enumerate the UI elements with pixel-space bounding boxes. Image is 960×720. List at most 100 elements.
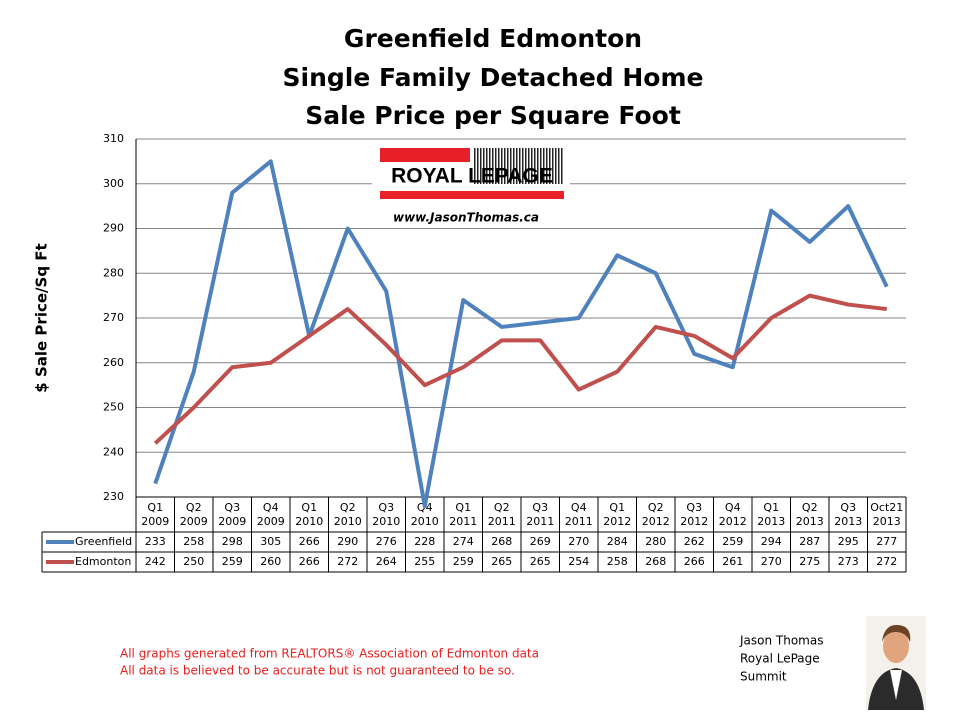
author-photo <box>866 616 926 710</box>
table-value: 262 <box>684 535 705 548</box>
table-value: 295 <box>838 535 859 548</box>
x-tick-label: Q3 <box>840 501 856 514</box>
table-value: 294 <box>761 535 782 548</box>
series-line <box>153 159 889 508</box>
barcode-stripe <box>549 148 551 184</box>
x-tick-label: Q1 <box>301 501 317 514</box>
barcode-stripe <box>480 148 482 184</box>
barcode-stripe <box>534 148 536 184</box>
barcode-stripe <box>558 148 560 184</box>
photo-shirt <box>890 670 902 700</box>
table-value: 258 <box>183 535 204 548</box>
y-tick-label: 250 <box>103 401 124 414</box>
x-tick-label: 2012 <box>642 515 670 528</box>
table-value: 228 <box>414 535 435 548</box>
x-tick-label: Oct21 <box>870 501 903 514</box>
barcode-stripe <box>513 148 515 184</box>
x-tick-label: Q1 <box>609 501 625 514</box>
logo-barcode <box>474 148 563 184</box>
table-value: 259 <box>453 555 474 568</box>
barcode-stripe <box>519 148 521 184</box>
y-tick-label: 240 <box>103 445 124 458</box>
plot-area: 230240250260270280290300310Q12009Q22009Q… <box>41 132 907 573</box>
barcode-stripe <box>516 148 518 184</box>
x-tick-label: 2011 <box>526 515 554 528</box>
barcode-stripe <box>474 148 476 184</box>
barcode-stripe <box>525 148 527 184</box>
x-tick-label: Q3 <box>532 501 548 514</box>
table-value: 269 <box>530 535 551 548</box>
author: Summit <box>740 670 787 684</box>
x-tick-label: 2010 <box>295 515 323 528</box>
author: Jason Thomas <box>739 634 823 648</box>
y-tick-label: 300 <box>103 177 124 190</box>
table-value: 265 <box>491 555 512 568</box>
x-tick-label: Q4 <box>263 501 279 514</box>
y-tick-label: 280 <box>103 266 124 279</box>
y-tick-label: 230 <box>103 490 124 503</box>
table-value: 258 <box>607 555 628 568</box>
barcode-stripe <box>540 148 542 184</box>
x-tick-label: Q3 <box>686 501 702 514</box>
x-tick-label: 2009 <box>218 515 246 528</box>
table-value: 255 <box>414 555 435 568</box>
x-tick-label: 2012 <box>680 515 708 528</box>
table-value: 273 <box>838 555 859 568</box>
author: Royal LePage <box>740 652 820 666</box>
series-line <box>153 293 887 445</box>
table-value: 268 <box>645 555 666 568</box>
table-value: 290 <box>337 535 358 548</box>
footnote: All data is believed to be accurate but … <box>120 664 515 678</box>
table-value: 259 <box>722 535 743 548</box>
barcode-stripe <box>498 148 500 184</box>
table-value: 270 <box>568 535 589 548</box>
barcode-stripe <box>528 148 530 184</box>
table-value: 272 <box>876 555 897 568</box>
x-tick-label: Q2 <box>802 501 818 514</box>
x-tick-label: 2010 <box>411 515 439 528</box>
barcode-stripe <box>546 148 548 184</box>
barcode-stripe <box>531 148 533 184</box>
x-tick-label: 2012 <box>603 515 631 528</box>
x-tick-label: 2012 <box>719 515 747 528</box>
x-tick-label: 2009 <box>180 515 208 528</box>
barcode-stripe <box>489 148 491 184</box>
y-tick-label: 290 <box>103 222 124 235</box>
barcode-stripe <box>483 148 485 184</box>
x-tick-label: 2011 <box>488 515 516 528</box>
table-value: 287 <box>799 535 820 548</box>
logo-brand: ROYAL LEPAGE <box>391 165 553 188</box>
table-value: 268 <box>491 535 512 548</box>
chart-title: Sale Price per Square Foot <box>305 101 681 130</box>
x-tick-label: Q1 <box>147 501 163 514</box>
x-tick-label: Q3 <box>378 501 394 514</box>
table-value: 264 <box>376 555 397 568</box>
y-tick-label: 310 <box>103 132 124 145</box>
x-tick-label: Q2 <box>494 501 510 514</box>
x-tick-label: Q2 <box>186 501 202 514</box>
y-tick-label: 260 <box>103 356 124 369</box>
footnote: All graphs generated from REALTORS® Asso… <box>120 647 539 661</box>
table-value: 259 <box>222 555 243 568</box>
x-tick-label: Q2 <box>648 501 664 514</box>
barcode-stripe <box>486 148 488 184</box>
table-value: 280 <box>645 535 666 548</box>
barcode-stripe <box>555 148 557 184</box>
table-value: 266 <box>299 555 320 568</box>
logo-underline <box>380 191 564 199</box>
x-tick-label: 2013 <box>834 515 862 528</box>
x-tick-label: 2013 <box>757 515 785 528</box>
legend-label: Edmonton <box>75 555 131 568</box>
table-value: 276 <box>376 535 397 548</box>
legend-label: Greenfield <box>75 535 132 548</box>
x-tick-label: 2013 <box>873 515 901 528</box>
barcode-stripe <box>561 148 563 184</box>
x-tick-label: Q1 <box>455 501 471 514</box>
x-tick-label: Q3 <box>224 501 240 514</box>
table-value: 274 <box>453 535 474 548</box>
barcode-stripe <box>495 148 497 184</box>
table-value: 270 <box>761 555 782 568</box>
table-value: 298 <box>222 535 243 548</box>
